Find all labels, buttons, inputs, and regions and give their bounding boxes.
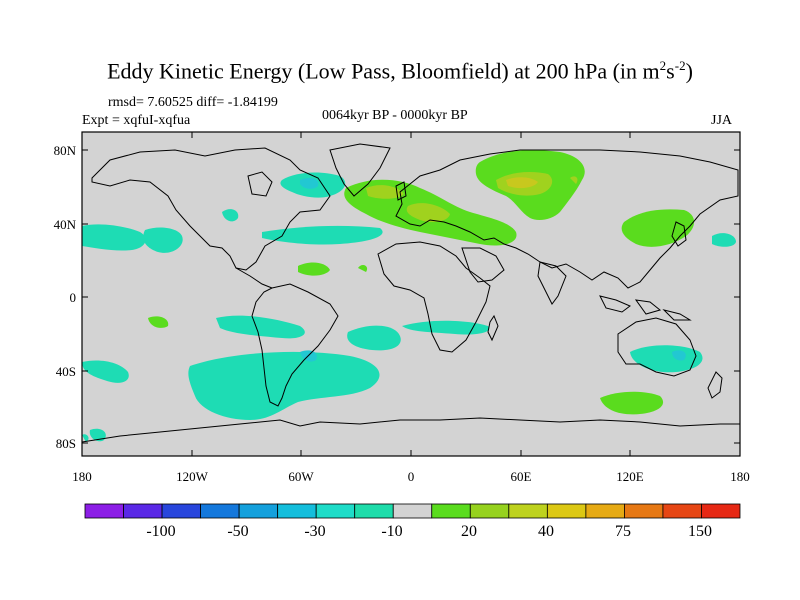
colorbar [84,503,741,519]
colorbar-cell [624,503,664,519]
colorbar-label: -10 [381,523,402,540]
colorbar-cell [701,503,741,519]
lat-label: 40N [54,217,77,232]
colorbar-cell [431,503,471,519]
colorbar-cell [508,503,548,519]
colorbar-cell [84,503,124,519]
experiment-label: Expt = xqfuI-xqfua [82,113,191,128]
season-label: JJA [711,113,733,128]
axis-ticks [81,132,741,456]
colorbar-cell [585,503,625,519]
colorbar-label: 40 [538,523,554,540]
lat-label: 0 [70,290,77,305]
longitude-labels: 180 120W 60W 0 60E 120E 180 [72,469,750,484]
colorbar-cell [662,503,702,519]
colorbar-label: 150 [688,523,712,540]
stats-text: rmsd= 7.60525 diff= -1.84199 [108,95,278,110]
colorbar-labels: -100 -50 -30 -10 20 40 75 150 [146,523,712,540]
colorbar-label: -50 [227,523,248,540]
colorbar-cell [238,503,279,519]
lon-label: 180 [72,469,92,484]
lat-label: 40S [56,364,76,379]
lon-label: 0 [408,469,415,484]
anomaly-fields [82,150,736,442]
lon-label: 120E [616,469,644,484]
colorbar-label: 20 [461,523,477,540]
lat-label: 80S [56,436,76,451]
colorbar-cell [469,503,510,519]
colorbar-cell [354,503,394,519]
lon-label: 60W [288,469,314,484]
colorbar-label: -100 [146,523,175,540]
colorbar-cell [161,503,201,519]
colorbar-cell [123,503,163,519]
lon-label: 180 [730,469,750,484]
lon-label: 60E [511,469,532,484]
colorbar-label: 75 [615,523,631,540]
colorbar-cell [315,503,356,519]
positive-anomaly-high [506,177,538,189]
lat-label: 80N [54,143,77,158]
colorbar-label: -30 [304,523,325,540]
coastlines [82,143,740,443]
colorbar-cell [277,503,317,519]
colorbar-cell [546,503,587,519]
chart-title: Eddy Kinetic Energy (Low Pass, Bloomfiel… [107,58,693,84]
latitude-labels: 80N 40N 0 40S 80S [54,143,77,451]
colorbar-cell [200,503,240,519]
period-label: 0064kyr BP - 0000kyr BP [322,108,468,123]
lon-label: 120W [176,469,209,484]
colorbar-cell [392,503,433,519]
